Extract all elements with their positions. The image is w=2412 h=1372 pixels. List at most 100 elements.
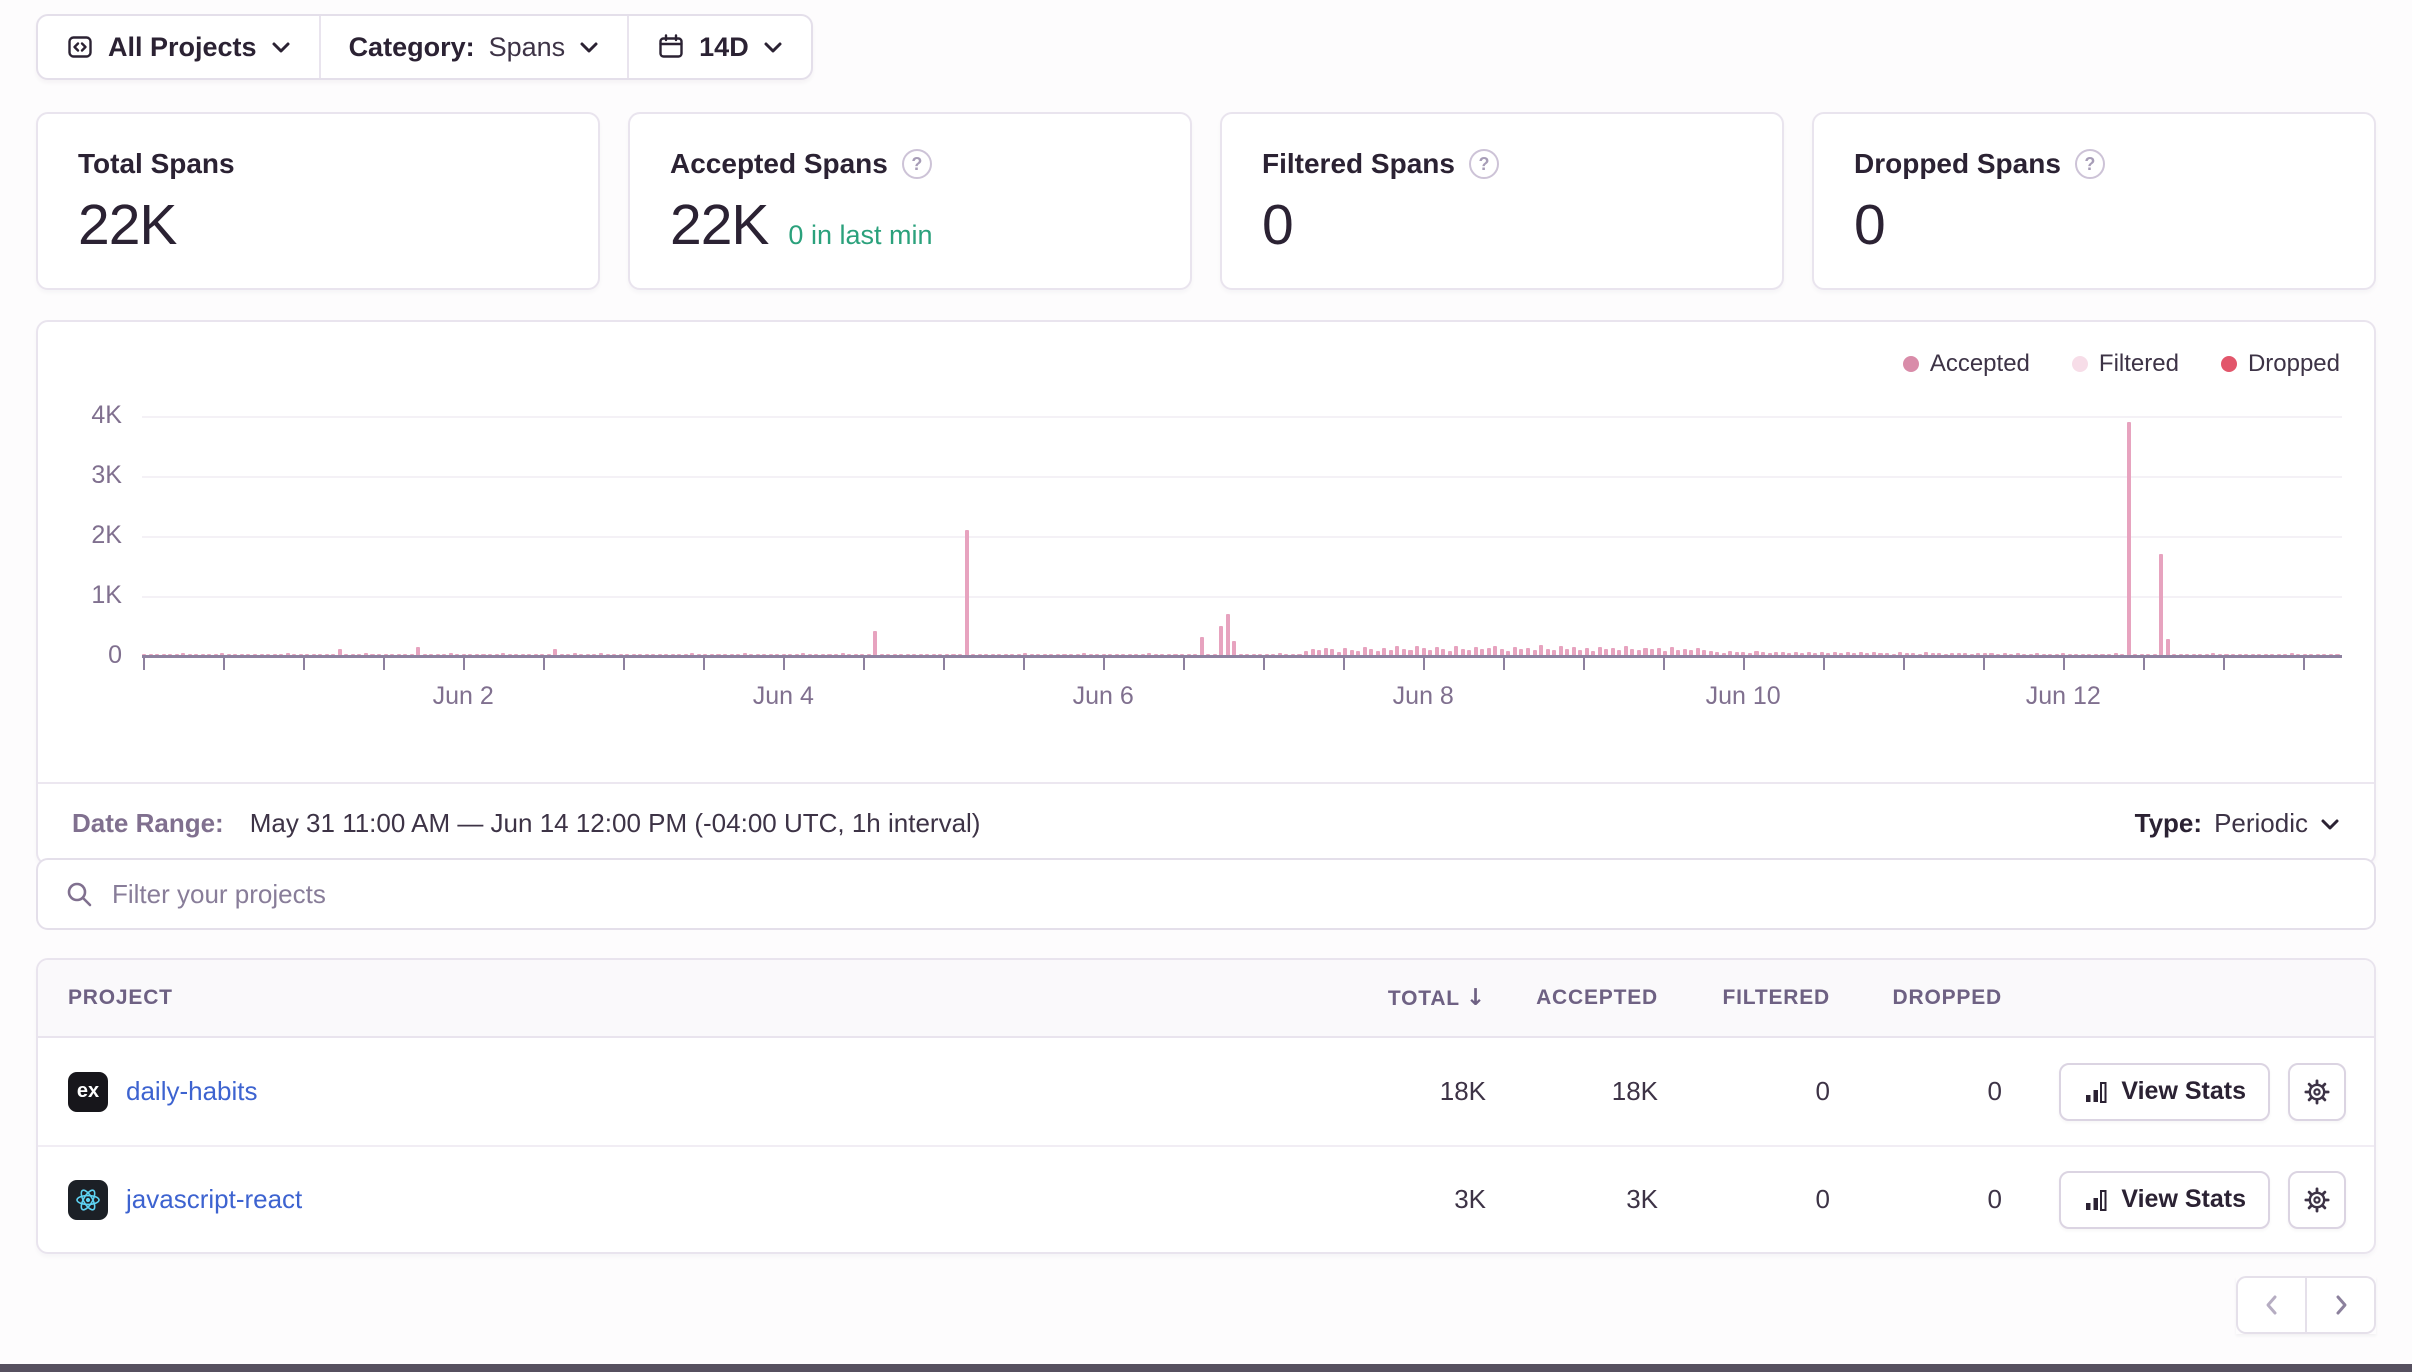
chart-bar: [416, 647, 421, 656]
chart-bar: [1617, 650, 1622, 656]
chart-bar: [2159, 554, 2164, 656]
chart-bar: [579, 653, 584, 656]
chart-bar: [220, 653, 225, 656]
chart-bar: [912, 654, 917, 656]
project-settings-button[interactable]: [2288, 1062, 2346, 1121]
project-link[interactable]: daily-habits: [126, 1076, 258, 1106]
x-axis-tick: [1503, 658, 1506, 670]
search-input[interactable]: [112, 878, 2348, 910]
chart-bar: [2028, 653, 2033, 656]
chart-bar: [2302, 653, 2307, 656]
bar-chart-icon: [2083, 1079, 2109, 1105]
chart-bar: [1578, 649, 1583, 656]
gridline: [142, 596, 2342, 598]
gridline: [142, 416, 2342, 418]
chart-bar: [1806, 652, 1811, 656]
chart-bar: [2191, 654, 2196, 656]
chart-bar: [1042, 653, 1047, 656]
chart-bar: [1982, 653, 1987, 656]
cell-total: 18K: [1439, 1076, 1486, 1106]
next-page-button[interactable]: [2306, 1276, 2376, 1334]
chart-bar: [1179, 654, 1185, 656]
chart-bar: [1023, 653, 1028, 656]
column-accepted[interactable]: ACCEPTED: [1536, 986, 1658, 1009]
view-stats-button[interactable]: View Stats: [2059, 1170, 2270, 1229]
chart-bar: [311, 654, 316, 656]
chart-bar: [252, 653, 258, 656]
chart-bar: [559, 654, 564, 656]
chart-bar: [1369, 649, 1374, 656]
chart-bar: [1095, 654, 1100, 656]
chart-bar: [690, 653, 695, 656]
chart-bar: [474, 654, 479, 656]
chart-bar: [1212, 654, 1217, 656]
chart-bar: [2113, 653, 2118, 656]
chart-bar: [1643, 647, 1648, 656]
x-axis-label: Jun 10: [1705, 682, 1781, 710]
chart-bar: [448, 653, 453, 656]
chart-bar: [2126, 422, 2131, 656]
chart-plot[interactable]: 4K 3K 2K 1K 0 Jun 2 Jun 4 Jun 6 Jun 8 Jun 10 Jun 1…: [91, 398, 2342, 710]
chart-bar: [1349, 650, 1354, 656]
legend-item-dropped[interactable]: Dropped: [2220, 350, 2340, 378]
table-row: javascript-react 3K 3K 0 0 View Stats: [38, 1145, 2374, 1252]
chart-bar: [442, 654, 447, 656]
chart-bar: [958, 653, 963, 656]
help-icon[interactable]: ?: [2074, 149, 2105, 179]
help-icon[interactable]: ?: [901, 149, 932, 179]
type-label: Type:: [2134, 808, 2203, 838]
card-value: 22K: [670, 193, 769, 257]
project-search: [36, 858, 2376, 930]
chart-bar: [1741, 651, 1746, 656]
chart-bar: [657, 653, 662, 656]
column-total[interactable]: TOTAL ↓: [1387, 985, 1486, 1011]
chart-bar: [1219, 626, 1224, 656]
chart-bar: [1780, 652, 1785, 656]
type-select[interactable]: Type: Periodic: [2135, 808, 2340, 839]
chart-bar: [200, 653, 205, 656]
date-period-button[interactable]: 14D: [627, 16, 811, 78]
x-axis-tick: [143, 658, 146, 670]
chart-bar: [801, 653, 806, 656]
legend-item-filtered[interactable]: Filtered: [2071, 350, 2179, 378]
chart-bar: [2178, 654, 2183, 656]
chart-bar: [2041, 654, 2046, 656]
chart-bar: [377, 654, 382, 656]
view-stats-button[interactable]: View Stats: [2059, 1062, 2270, 1121]
chart-bar: [709, 653, 714, 656]
previous-page-button[interactable]: [2236, 1276, 2306, 1334]
project-filter-button[interactable]: All Projects: [38, 16, 319, 78]
cell-dropped: 0: [1987, 1184, 2002, 1214]
chart-bar: [1160, 653, 1165, 656]
chart-bar: [1904, 653, 1909, 656]
chart-bar: [1414, 645, 1420, 656]
chart-bar: [612, 654, 617, 656]
chart-bar: [598, 653, 604, 656]
category-filter-button[interactable]: Category: Spans: [318, 16, 628, 78]
help-icon[interactable]: ?: [1468, 149, 1499, 179]
project-link[interactable]: javascript-react: [126, 1184, 303, 1214]
chart-bar: [2257, 654, 2262, 656]
chart-bar: [1956, 653, 1961, 656]
chart-bar: [1989, 653, 1994, 656]
chart-bar: [2152, 653, 2157, 656]
chart-bar: [644, 653, 649, 656]
column-filtered[interactable]: FILTERED: [1722, 986, 1830, 1009]
column-dropped[interactable]: DROPPED: [1892, 986, 2002, 1009]
x-axis-tick: [2303, 658, 2306, 670]
legend-item-accepted[interactable]: Accepted: [1902, 350, 2030, 378]
chart-bar: [507, 654, 512, 656]
chevron-down-icon: [272, 42, 290, 53]
chart-bar: [1029, 654, 1034, 656]
chart-bar: [2009, 653, 2014, 656]
chart-bar: [2263, 653, 2268, 656]
gear-icon: [2304, 1079, 2330, 1104]
chart-bar: [1891, 653, 1896, 656]
chart-bar: [1898, 652, 1903, 656]
chart-bar: [1774, 651, 1779, 656]
card-value: 22K: [78, 193, 177, 257]
projects-icon: [66, 33, 94, 61]
chart-bar: [905, 653, 910, 656]
chart-bar: [1558, 646, 1563, 656]
project-settings-button[interactable]: [2288, 1170, 2346, 1229]
